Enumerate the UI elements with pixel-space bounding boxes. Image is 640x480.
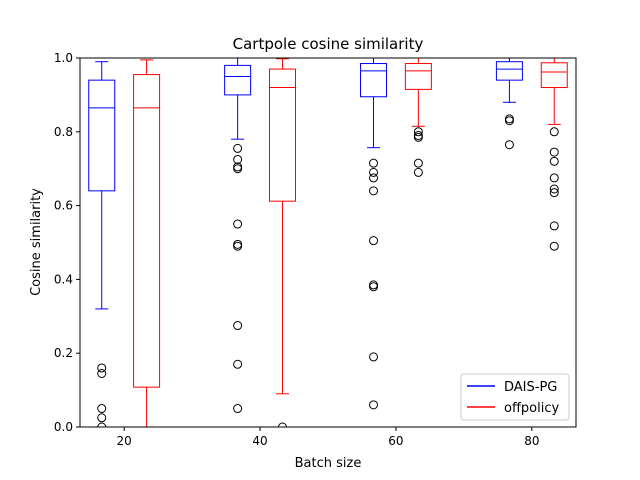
box-iqr xyxy=(404,63,432,90)
chart-title: Cartpole cosine similarity xyxy=(233,35,424,53)
y-axis-label: Cosine similarity xyxy=(29,188,44,296)
box-dais-pg-0 xyxy=(88,61,116,310)
box-offpolicy-2 xyxy=(404,58,432,127)
outlier-offpolicy-2-4 xyxy=(413,167,423,177)
y-tick-label-0: 0.0 xyxy=(54,420,73,434)
y-tick-label-5: 1.0 xyxy=(54,51,73,65)
y-tick-label-2: 0.4 xyxy=(54,272,73,286)
box-iqr xyxy=(224,64,252,96)
plot-marks xyxy=(88,58,568,427)
outlier-dais-pg-0-2 xyxy=(97,404,107,414)
outlier-dais-pg-1-4 xyxy=(233,219,243,229)
outlier-offpolicy-3-5 xyxy=(549,188,559,198)
outlier-dais-pg-2-6 xyxy=(369,282,379,292)
outlier-dais-pg-2-3 xyxy=(369,186,379,196)
outlier-dais-pg-2-7 xyxy=(369,352,379,362)
outlier-dais-pg-0-4 xyxy=(97,422,107,427)
outlier-dais-pg-1-8 xyxy=(233,359,243,369)
outlier-dais-pg-1-1 xyxy=(233,154,243,164)
box-iqr xyxy=(88,79,116,192)
legend-label-dais-pg: DAIS-PG xyxy=(504,380,557,395)
outlier-dais-pg-0-1 xyxy=(97,368,107,378)
box-offpolicy-1 xyxy=(268,58,296,395)
outlier-dais-pg-2-8 xyxy=(369,400,379,410)
x-tick-label-40: 40 xyxy=(252,434,267,448)
y-tick-label-1: 0.2 xyxy=(54,346,73,360)
outlier-offpolicy-3-3 xyxy=(549,173,559,183)
box-iqr xyxy=(360,63,388,98)
outlier-dais-pg-1-3 xyxy=(233,164,243,174)
outlier-dais-pg-2-1 xyxy=(369,167,379,177)
axes: 20 40 60 80 0.0 0.2 0.4 0.6 0.8 1.0 xyxy=(54,51,577,448)
legend-label-offpolicy: offpolicy xyxy=(504,401,559,416)
legend: DAIS-PG offpolicy xyxy=(460,373,570,421)
outlier-dais-pg-1-6 xyxy=(233,239,243,249)
outlier-offpolicy-3-6 xyxy=(549,221,559,231)
outlier-dais-pg-3-1 xyxy=(504,116,514,126)
outlier-dais-pg-1-0 xyxy=(233,143,243,153)
box-iqr xyxy=(268,68,296,202)
box-iqr xyxy=(540,62,568,89)
outlier-dais-pg-2-4 xyxy=(369,236,379,246)
x-tick-label-20: 20 xyxy=(117,434,132,448)
outlier-dais-pg-0-3 xyxy=(97,413,107,423)
x-axis-label: Batch size xyxy=(295,456,362,471)
box-dais-pg-1 xyxy=(224,58,252,140)
box-dais-pg-2 xyxy=(360,58,388,149)
box-iqr xyxy=(495,61,523,81)
plot-area xyxy=(88,58,568,427)
x-tick-label-60: 60 xyxy=(388,434,403,448)
outlier-dais-pg-0-0 xyxy=(97,363,107,373)
outlier-offpolicy-1-0 xyxy=(277,422,287,427)
outlier-offpolicy-3-7 xyxy=(549,241,559,251)
outlier-offpolicy-3-2 xyxy=(549,156,559,166)
y-tick-label-4: 0.8 xyxy=(54,125,73,139)
outlier-dais-pg-1-9 xyxy=(233,404,243,414)
outlier-dais-pg-2-0 xyxy=(369,158,379,168)
axes-frame xyxy=(79,57,577,428)
outlier-dais-pg-1-7 xyxy=(233,321,243,331)
box-dais-pg-3 xyxy=(495,58,523,103)
outlier-dais-pg-3-2 xyxy=(504,140,514,150)
outlier-offpolicy-3-0 xyxy=(549,127,559,137)
outlier-offpolicy-2-0 xyxy=(413,127,423,137)
box-iqr xyxy=(133,74,161,388)
outlier-offpolicy-3-4 xyxy=(549,184,559,194)
outlier-offpolicy-2-2 xyxy=(413,132,423,142)
outlier-offpolicy-3-1 xyxy=(549,147,559,157)
y-tick-label-3: 0.6 xyxy=(54,199,73,213)
outlier-offpolicy-2-3 xyxy=(413,158,423,168)
x-tick-label-80: 80 xyxy=(524,434,539,448)
box-offpolicy-0 xyxy=(133,59,161,427)
outlier-dais-pg-2-2 xyxy=(369,173,379,183)
box-offpolicy-3 xyxy=(540,58,568,125)
